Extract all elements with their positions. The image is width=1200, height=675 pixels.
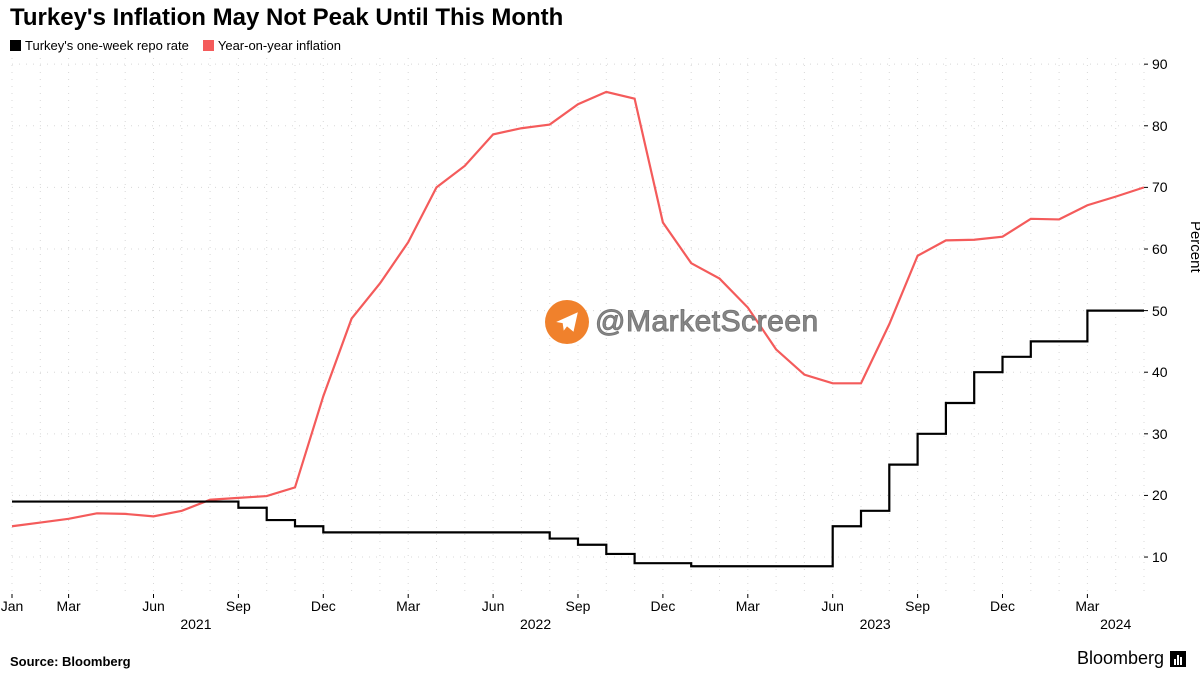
x-tick-month: Sep bbox=[226, 598, 251, 614]
y-tick: 60 bbox=[1152, 241, 1168, 257]
y-tick: 30 bbox=[1152, 426, 1168, 442]
x-tick-year: 2024 bbox=[1100, 616, 1131, 632]
brand-text: Bloomberg bbox=[1077, 648, 1164, 669]
x-tick-month: Dec bbox=[650, 598, 675, 614]
y-tick: 80 bbox=[1152, 118, 1168, 134]
y-tick: 90 bbox=[1152, 56, 1168, 72]
x-tick-year: 2023 bbox=[860, 616, 891, 632]
brand-icon bbox=[1170, 651, 1186, 667]
y-axis-title: Percent bbox=[1188, 221, 1200, 273]
x-tick-month: Jun bbox=[482, 598, 505, 614]
chart-svg bbox=[10, 38, 1148, 598]
y-tick: 10 bbox=[1152, 549, 1168, 565]
x-axis-labels: JanMarJunSepDecMarJunSepDecMarJunSepDecM… bbox=[10, 598, 1148, 638]
chart-title: Turkey's Inflation May Not Peak Until Th… bbox=[10, 4, 563, 32]
x-tick-month: Mar bbox=[396, 598, 420, 614]
source-label: Source: Bloomberg bbox=[10, 654, 131, 669]
x-tick-month: Dec bbox=[990, 598, 1015, 614]
series-inflation bbox=[12, 92, 1144, 526]
chart-area bbox=[10, 38, 1148, 598]
x-tick-month: Mar bbox=[1075, 598, 1099, 614]
y-tick: 20 bbox=[1152, 487, 1168, 503]
x-tick-month: Jan bbox=[1, 598, 24, 614]
x-tick-month: Sep bbox=[566, 598, 591, 614]
x-tick-month: Jun bbox=[142, 598, 165, 614]
x-tick-month: Dec bbox=[311, 598, 336, 614]
x-tick-month: Jun bbox=[821, 598, 844, 614]
y-tick: 50 bbox=[1152, 303, 1168, 319]
y-tick: 40 bbox=[1152, 364, 1168, 380]
x-tick-month: Mar bbox=[57, 598, 81, 614]
y-axis-labels: 10 20 30 40 50 60 70 80 90 bbox=[1152, 38, 1182, 598]
x-tick-month: Sep bbox=[905, 598, 930, 614]
x-tick-month: Mar bbox=[736, 598, 760, 614]
x-tick-year: 2021 bbox=[180, 616, 211, 632]
y-tick: 70 bbox=[1152, 179, 1168, 195]
brand-label: Bloomberg bbox=[1077, 648, 1186, 669]
x-tick-year: 2022 bbox=[520, 616, 551, 632]
